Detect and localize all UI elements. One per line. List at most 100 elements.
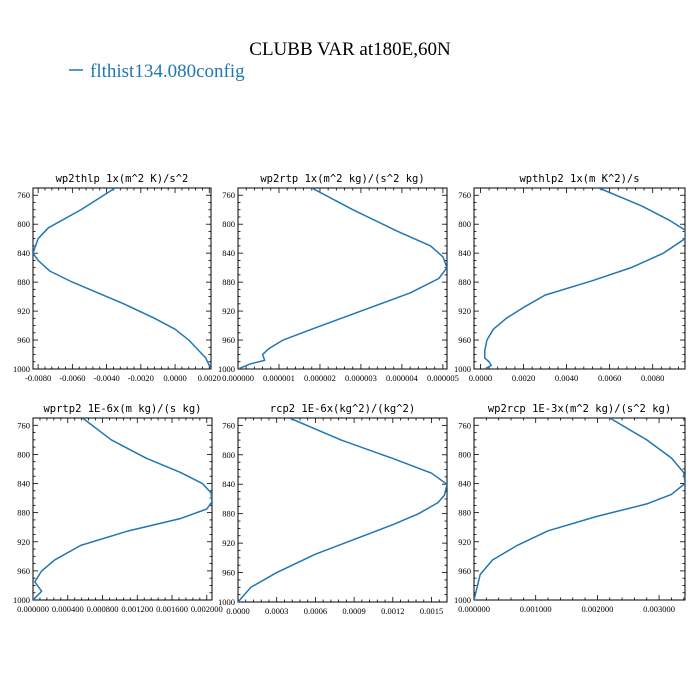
y-tick-label: 920: [222, 538, 235, 548]
y-tick-label: 800: [458, 449, 471, 459]
y-tick-label: 880: [17, 277, 30, 287]
y-tick-label: 760: [222, 190, 235, 200]
plot-frame: [32, 417, 213, 601]
y-tick-label: 960: [222, 335, 235, 345]
y-tick-label: 920: [222, 306, 235, 316]
x-tick-label: 0.000000: [17, 604, 49, 614]
panel-title: wp2rtp 1x(m^2 kg)/(s^2 kg): [260, 173, 424, 185]
x-tick-label: 0.0020: [512, 373, 535, 383]
y-tick-label: 760: [458, 420, 471, 430]
y-tick-label: 840: [222, 248, 235, 258]
x-tick-label: 0.0012: [381, 606, 404, 616]
y-tick-label: 960: [222, 568, 235, 578]
y-tick-label: 880: [222, 509, 235, 519]
y-tick-label: 840: [222, 479, 235, 489]
y-tick-label: 840: [17, 248, 30, 258]
panel-title: wp2rcp 1E-3x(m^2 kg)/(s^2 kg): [488, 403, 671, 415]
legend: flthist134.080config: [69, 61, 245, 82]
y-tick-label: 800: [222, 219, 235, 229]
x-tick-label: 0.001200: [121, 604, 153, 614]
x-tick-label: 0.0009: [342, 606, 365, 616]
plot-frame: [473, 187, 686, 370]
x-tick-label: 0.000800: [87, 604, 119, 614]
x-tick-label: 0.002000: [191, 604, 223, 614]
y-tick-label: 800: [458, 219, 471, 229]
y-tick-label: 840: [458, 479, 471, 489]
x-tick-label: 0.001000: [520, 604, 552, 614]
y-tick-label: 840: [458, 248, 471, 258]
x-tick-label: 0.001600: [156, 604, 188, 614]
x-tick-label: 0.0020: [198, 373, 221, 383]
y-tick-label: 920: [458, 306, 471, 316]
plot-frame: [32, 187, 212, 370]
panel-title: wpthlp2 1x(m K^2)/s: [519, 173, 639, 185]
y-tick-label: 920: [17, 537, 30, 547]
x-tick-label: 0.000005: [427, 373, 459, 383]
panel-3: wpthlp2 1x(m K^2)/s 0.0000 0.0020 0.0040 0.0…: [454, 173, 686, 383]
y-tick-label: 1000: [13, 595, 30, 605]
y-tick-label: 1000: [454, 595, 471, 605]
plot-frame: [237, 187, 448, 370]
x-tick-label: 0.000003: [345, 373, 377, 383]
series-line: [484, 188, 685, 369]
panel-6: wp2rcp 1E-3x(m^2 kg)/(s^2 kg) 0.000000 0.0…: [454, 403, 686, 614]
x-tick-label: 0.000004: [386, 373, 419, 383]
panel-1: wp2thlp 1x(m^2 K)/s^2 -0.0080 -0.0060 -0.00…: [13, 173, 221, 383]
y-tick-label: 960: [17, 335, 30, 345]
x-tick-label: 0.0000: [226, 606, 249, 616]
x-tick-label: 0.0006: [304, 606, 327, 616]
y-tick-label: 1000: [218, 597, 235, 607]
plot-frame: [473, 417, 686, 601]
figure-title: CLUBB VAR at180E,60N: [249, 39, 451, 60]
series-line: [238, 188, 447, 369]
panel-2: wp2rtp 1x(m^2 kg)/(s^2 kg) 0.000000 0.0000…: [218, 173, 459, 383]
x-tick-label: 0.0080: [641, 373, 664, 383]
x-tick-label: 0.0000: [163, 373, 186, 383]
y-tick-label: 840: [17, 479, 30, 489]
y-tick-label: 760: [222, 420, 235, 430]
x-tick-label: 0.000000: [458, 604, 490, 614]
legend-label: flthist134.080config: [90, 61, 245, 82]
series-line: [474, 418, 685, 600]
y-tick-label: 960: [458, 335, 471, 345]
y-tick-label: 880: [458, 508, 471, 518]
series-line: [33, 418, 212, 600]
y-tick-label: 760: [17, 420, 30, 430]
y-tick-label: 880: [17, 508, 30, 518]
series-line: [33, 188, 211, 369]
x-tick-label: 0.000002: [304, 373, 336, 383]
x-tick-label: 0.002000: [581, 604, 613, 614]
x-tick-label: -0.0080: [25, 373, 51, 383]
x-tick-label: 0.000001: [263, 373, 295, 383]
x-tick-label: 0.0060: [598, 373, 621, 383]
y-tick-label: 800: [17, 449, 30, 459]
panel-4: wprtp2 1E-6x(m kg)/(s kg) 0.000000 0.00040…: [13, 403, 223, 614]
panel-title: rcp2 1E-6x(kg^2)/(kg^2): [270, 403, 415, 415]
panel-title: wprtp2 1E-6x(m kg)/(s kg): [43, 403, 201, 415]
y-tick-label: 760: [458, 190, 471, 200]
panel-title: wp2thlp 1x(m^2 K)/s^2: [56, 173, 189, 185]
y-tick-label: 880: [458, 277, 471, 287]
panel-5: rcp2 1E-6x(kg^2)/(kg^2) 0.0000 0.0003 0.000…: [218, 403, 448, 616]
x-tick-label: -0.0020: [128, 373, 154, 383]
plot-frame: [237, 417, 448, 603]
x-tick-label: 0.003000: [643, 604, 675, 614]
y-tick-label: 760: [17, 190, 30, 200]
x-tick-label: 0.0003: [265, 606, 288, 616]
x-tick-label: -0.0040: [93, 373, 119, 383]
y-tick-label: 800: [222, 450, 235, 460]
y-tick-label: 1000: [218, 364, 235, 374]
x-tick-label: 0.000400: [52, 604, 84, 614]
y-tick-label: 800: [17, 219, 30, 229]
y-tick-label: 1000: [454, 364, 471, 374]
y-tick-label: 1000: [13, 364, 30, 374]
x-tick-label: 0.0015: [420, 606, 443, 616]
x-tick-label: 0.0000: [469, 373, 492, 383]
y-tick-label: 880: [222, 277, 235, 287]
x-tick-label: 0.000000: [222, 373, 254, 383]
y-tick-label: 960: [17, 566, 30, 576]
y-tick-label: 960: [458, 566, 471, 576]
y-tick-label: 920: [458, 537, 471, 547]
y-tick-label: 920: [17, 306, 30, 316]
